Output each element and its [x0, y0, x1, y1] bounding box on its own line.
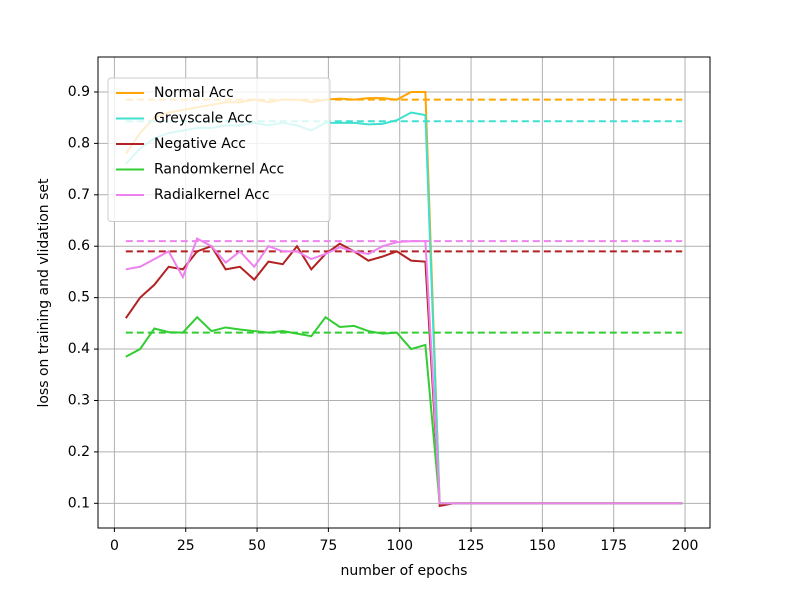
y-tick-label: 0.7 — [68, 187, 90, 203]
series-line — [125, 237, 683, 505]
x-tick-label: 150 — [529, 538, 556, 554]
x-tick-label: 100 — [386, 538, 413, 554]
x-tick-label: 25 — [177, 538, 195, 554]
x-tick-label: 175 — [600, 538, 627, 554]
y-axis-label: loss on training and vlidation set — [36, 178, 52, 408]
y-tick-label: 0.4 — [68, 341, 90, 357]
legend-box — [107, 77, 331, 222]
legend-label: Radialkernel Acc — [154, 187, 270, 203]
x-tick-label: 200 — [672, 538, 699, 554]
series-line — [125, 315, 683, 505]
plot-frame — [97, 56, 711, 529]
y-tick-label: 0.6 — [68, 238, 90, 254]
x-tick-label: 50 — [248, 538, 266, 554]
legend-label: Randomkernel Acc — [154, 162, 284, 178]
series-line — [124, 242, 683, 508]
legend-label: Negative Acc — [154, 136, 246, 152]
legend-label: Greyscale Acc — [154, 111, 252, 127]
y-tick-label: 0.8 — [68, 135, 90, 151]
y-tick-label: 0.2 — [68, 444, 90, 460]
y-tick-label: 0.5 — [68, 290, 90, 306]
x-tick-label: 125 — [458, 538, 485, 554]
x-axis-label: number of epochs — [341, 563, 468, 579]
x-tick-label: 0 — [110, 538, 119, 554]
x-tick-label: 75 — [319, 538, 337, 554]
legend: Normal Acc Greyscale Acc Negative Acc Rando… — [107, 77, 331, 222]
legend-label: Normal Acc — [154, 85, 234, 101]
y-tick-label: 0.1 — [68, 495, 90, 511]
y-tick-label: 0.9 — [68, 84, 90, 100]
y-tick-label: 0.3 — [68, 392, 90, 408]
